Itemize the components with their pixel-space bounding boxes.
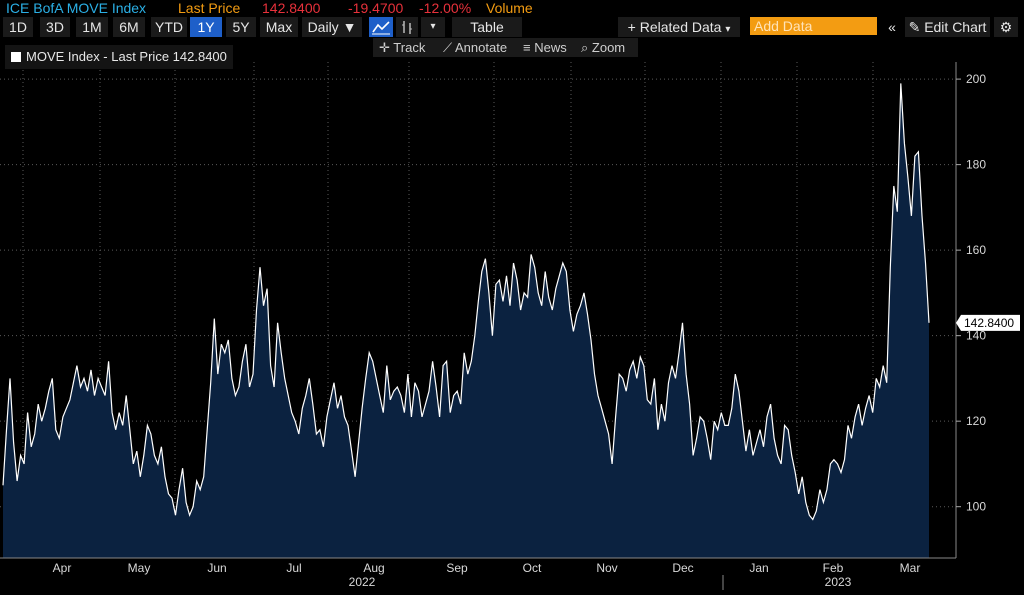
x-tick-label-apr: Apr bbox=[53, 561, 72, 575]
y-tick-label-3: 160 bbox=[966, 243, 986, 257]
range-max-button[interactable]: Max bbox=[260, 17, 298, 37]
frequency-dropdown[interactable]: Daily ▼ bbox=[302, 17, 362, 37]
range-5y-button[interactable]: 5Y bbox=[226, 17, 256, 37]
price-change-pct: -12.00% bbox=[419, 0, 472, 16]
news-tool[interactable]: ≡ News bbox=[523, 38, 567, 57]
price-tag-label: 142.8400 bbox=[964, 316, 1014, 330]
range-ytd-button[interactable]: YTD bbox=[151, 17, 187, 37]
annotate-tool[interactable]: ⟋ Annotate bbox=[443, 38, 507, 57]
pencil-icon: ✎ bbox=[908, 19, 921, 35]
bar-chart-icon[interactable] bbox=[396, 17, 418, 37]
x-year-label-2023: 2023 bbox=[825, 575, 852, 589]
last-price-label: Last Price bbox=[178, 0, 241, 16]
chevron-down-icon: ▼ bbox=[342, 19, 357, 35]
collapse-icon[interactable]: « bbox=[888, 19, 896, 35]
x-axis-ticks: Apr May Jun Jul Aug Sep Oct Nov Dec Jan Feb Mar 2022… bbox=[53, 561, 921, 589]
price-tag-box bbox=[956, 314, 1020, 331]
chevron-down-icon: ▾ bbox=[725, 24, 731, 35]
range-1y-button[interactable]: 1Y bbox=[190, 17, 222, 37]
legend-label: MOVE Index - Last Price 142.8400 bbox=[26, 49, 227, 64]
chart-toolbar: 1D 3D 1M 6M YTD 1Y 5Y Max Daily ▼ ▾ Tabl… bbox=[0, 16, 1024, 38]
x-tick-label-feb: Feb bbox=[823, 561, 844, 575]
title-bar: ICE BofA MOVE Index Last Price 142.8400 … bbox=[0, 0, 1024, 16]
zoom-label: Zoom bbox=[591, 40, 626, 55]
index-name: ICE BofA MOVE Index bbox=[6, 0, 147, 16]
annotate-label: Annotate bbox=[455, 40, 508, 55]
last-price-value: 142.8400 bbox=[262, 0, 321, 16]
x-year-label-2022: 2022 bbox=[349, 575, 376, 589]
x-tick-label-oct: Oct bbox=[523, 561, 542, 575]
range-6m-button[interactable]: 6M bbox=[113, 17, 145, 37]
magnifier-icon: ⌕ bbox=[581, 40, 589, 55]
x-tick-label-jun: Jun bbox=[207, 561, 226, 575]
y-tick-label-2: 140 bbox=[966, 329, 986, 343]
y-tick-label-5: 200 bbox=[966, 72, 986, 86]
news-label: News bbox=[534, 40, 567, 55]
range-1d-button[interactable]: 1D bbox=[3, 17, 33, 37]
line-draw-icon: ⟋ bbox=[443, 40, 453, 55]
x-tick-label-mar: Mar bbox=[900, 561, 921, 575]
x-tick-label-dec: Dec bbox=[672, 561, 693, 575]
line-chart-icon[interactable] bbox=[369, 17, 393, 37]
edit-chart-label: Edit Chart bbox=[924, 19, 987, 35]
x-tick-label-jul: Jul bbox=[286, 561, 301, 575]
y-axis-ticks: 100 120 140 160 180 200 bbox=[956, 72, 986, 514]
y-tick-label-1: 120 bbox=[966, 414, 986, 428]
annotation-toolbar: ✛ Track ⟋ Annotate ≡ News ⌕ Zoom bbox=[373, 38, 638, 57]
plus-icon: + bbox=[627, 19, 636, 35]
x-tick-label-sep: Sep bbox=[446, 561, 468, 575]
track-label: Track bbox=[393, 40, 426, 55]
frequency-label: Daily bbox=[307, 19, 339, 35]
price-line bbox=[2, 83, 930, 521]
track-tool[interactable]: ✛ Track bbox=[379, 38, 425, 57]
volume-label: Volume bbox=[486, 0, 533, 16]
table-button[interactable]: Table bbox=[452, 17, 522, 37]
edit-chart-button[interactable]: ✎ Edit Chart bbox=[905, 17, 990, 37]
gear-icon[interactable]: ⚙ bbox=[994, 17, 1018, 37]
range-1m-button[interactable]: 1M bbox=[76, 17, 108, 37]
last-price-tag: 142.8400 bbox=[956, 314, 1020, 331]
legend-swatch bbox=[11, 52, 21, 62]
range-3d-button[interactable]: 3D bbox=[40, 17, 70, 37]
chart-type-chevron-icon[interactable]: ▾ bbox=[421, 17, 445, 37]
x-tick-label-jan: Jan bbox=[749, 561, 768, 575]
y-tick-label-4: 180 bbox=[966, 158, 986, 172]
x-tick-label-aug: Aug bbox=[363, 561, 384, 575]
crosshair-icon: ✛ bbox=[379, 40, 390, 55]
y-tick-label-0: 100 bbox=[966, 500, 986, 514]
news-icon: ≡ bbox=[523, 40, 531, 55]
related-data-button[interactable]: + Related Data ▾ bbox=[618, 17, 740, 37]
add-data-input[interactable] bbox=[750, 17, 877, 35]
price-area-fill bbox=[3, 83, 929, 559]
zoom-tool[interactable]: ⌕ Zoom bbox=[581, 38, 625, 57]
related-data-label: Related Data bbox=[639, 19, 722, 35]
x-tick-label-may: May bbox=[128, 561, 151, 575]
price-change: -19.4700 bbox=[348, 0, 404, 16]
chart-legend: MOVE Index - Last Price 142.8400 bbox=[5, 45, 233, 69]
x-tick-label-nov: Nov bbox=[596, 561, 617, 575]
